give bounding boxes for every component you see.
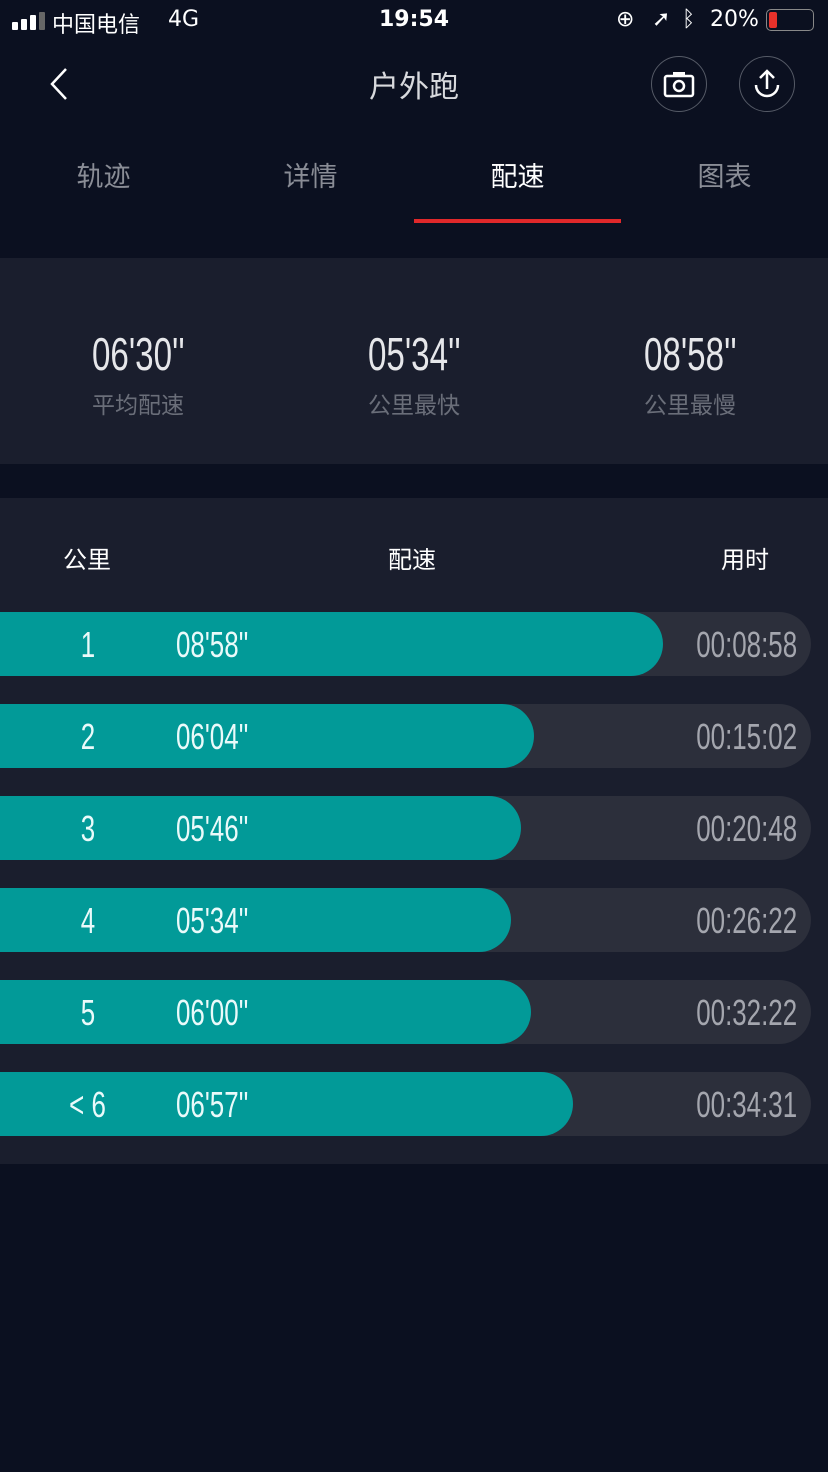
share-button[interactable]: [739, 56, 795, 112]
km-pace: 05'34'': [176, 900, 249, 941]
km-number: 5: [80, 992, 96, 1033]
camera-button[interactable]: [651, 56, 707, 112]
tab-pace[interactable]: 配速: [490, 162, 545, 193]
camera-icon: [663, 72, 695, 98]
cumulative-time: 00:34:31: [696, 1084, 797, 1125]
pace-bar: [0, 1072, 574, 1136]
cumulative-time: 00:20:48: [696, 808, 797, 849]
clock: 19:54: [378, 7, 450, 32]
cumulative-time: 00:15:02: [696, 716, 797, 757]
stat-label: 公里最快: [368, 393, 460, 419]
stat-value: 06'30'': [91, 328, 185, 380]
km-number: 4: [80, 900, 96, 941]
slowest-km: 08'58'' 公里最慢: [552, 328, 828, 420]
km-pace: 06'00'': [176, 992, 249, 1033]
tab-details[interactable]: 详情: [283, 162, 338, 193]
battery-icon: [766, 9, 814, 31]
active-tab-indicator: [414, 219, 621, 223]
tab-charts[interactable]: 图表: [697, 162, 752, 193]
network-type: 4G: [168, 7, 200, 32]
km-pace: 06'04'': [176, 716, 249, 757]
stat-value: 05'34'': [367, 328, 461, 380]
header-pace: 配速: [388, 546, 436, 574]
avg-pace: 06'30'' 平均配速: [0, 328, 276, 420]
km-number: < 6: [69, 1084, 107, 1125]
table-row: 1 08'58'' 00:08:58: [0, 612, 811, 676]
pace-bar: [0, 888, 511, 952]
back-button[interactable]: [44, 60, 84, 108]
table-row: 2 06'04'' 00:15:02: [0, 704, 811, 768]
table-row: 3 05'46'' 00:20:48: [0, 796, 811, 860]
page-title: 户外跑: [369, 70, 459, 105]
location-icon: ➚: [652, 7, 671, 32]
stat-label: 平均配速: [92, 393, 184, 419]
km-number: 3: [80, 808, 96, 849]
fastest-km: 05'34'' 公里最快: [276, 328, 552, 420]
pace-bar: [0, 796, 521, 860]
battery-percent: 20%: [710, 7, 759, 32]
rotation-lock-icon: ⊕: [616, 7, 635, 32]
header-time: 用时: [721, 546, 769, 574]
tab-track[interactable]: 轨迹: [76, 162, 131, 193]
cumulative-time: 00:08:58: [696, 624, 797, 665]
bluetooth-icon: ᛒ: [682, 7, 696, 32]
table-row: < 6 06'57'' 00:34:31: [0, 1072, 811, 1136]
km-pace: 05'46'': [176, 808, 249, 849]
pace-bar: [0, 704, 534, 768]
km-number: 1: [80, 624, 96, 665]
table-row: 4 05'34'' 00:26:22: [0, 888, 811, 952]
cumulative-time: 00:26:22: [696, 900, 797, 941]
km-pace: 08'58'': [176, 624, 249, 665]
pace-bar: [0, 612, 663, 676]
upload-icon: [754, 69, 780, 98]
header-km: 公里: [63, 546, 111, 574]
stat-label: 公里最慢: [644, 393, 736, 419]
cumulative-time: 00:32:22: [696, 992, 797, 1033]
km-pace: 06'57'': [176, 1084, 249, 1125]
status-bar: 中国电信 4G 19:54 ⊕ ➚ ᛒ 20%: [0, 0, 828, 40]
km-number: 2: [80, 716, 96, 757]
signal-icon: [12, 12, 45, 30]
pace-summary: 06'30'' 平均配速 05'34'' 公里最快 08'58'' 公里最慢: [0, 258, 828, 464]
splits-table: 公里 配速 用时 1 08'58'' 00:08:58 2 06'04'' 00…: [0, 498, 828, 1164]
table-row: 5 06'00'' 00:32:22: [0, 980, 811, 1044]
carrier: 中国电信: [52, 13, 141, 38]
stat-value: 08'58'': [643, 328, 737, 380]
pace-bar: [0, 980, 532, 1044]
chevron-left-icon: [50, 68, 67, 100]
